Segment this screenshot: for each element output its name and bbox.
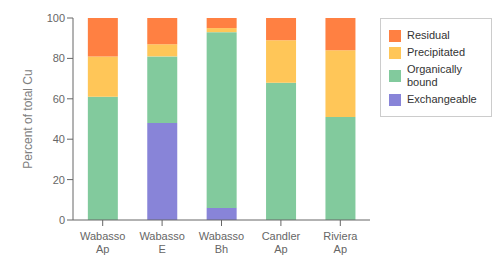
svg-text:20: 20 bbox=[53, 174, 65, 186]
html-text:Residual: Residual bbox=[407, 29, 450, 41]
svg-text:RivieraAp: RivieraAp bbox=[323, 230, 358, 255]
html-text:Organically: Organically bbox=[407, 63, 462, 75]
html-text:bound: bound bbox=[407, 76, 438, 88]
html-text:Precipitated: Precipitated bbox=[407, 46, 466, 58]
svg-text:Percent of total Cu: Percent of total Cu bbox=[21, 69, 35, 168]
svg-text:40: 40 bbox=[53, 133, 65, 145]
svg-text:80: 80 bbox=[53, 52, 65, 64]
svg-text:100: 100 bbox=[47, 12, 65, 24]
html-text:Exchangeable: Exchangeable bbox=[407, 93, 477, 105]
svg-text:WabassoE: WabassoE bbox=[139, 230, 184, 255]
svg-text:WabassoAp: WabassoAp bbox=[80, 230, 125, 255]
svg-text:60: 60 bbox=[53, 93, 65, 105]
svg-text:WabassoBh: WabassoBh bbox=[199, 230, 244, 255]
svg-text:0: 0 bbox=[59, 214, 65, 226]
svg-text:CandlerAp: CandlerAp bbox=[262, 230, 301, 255]
